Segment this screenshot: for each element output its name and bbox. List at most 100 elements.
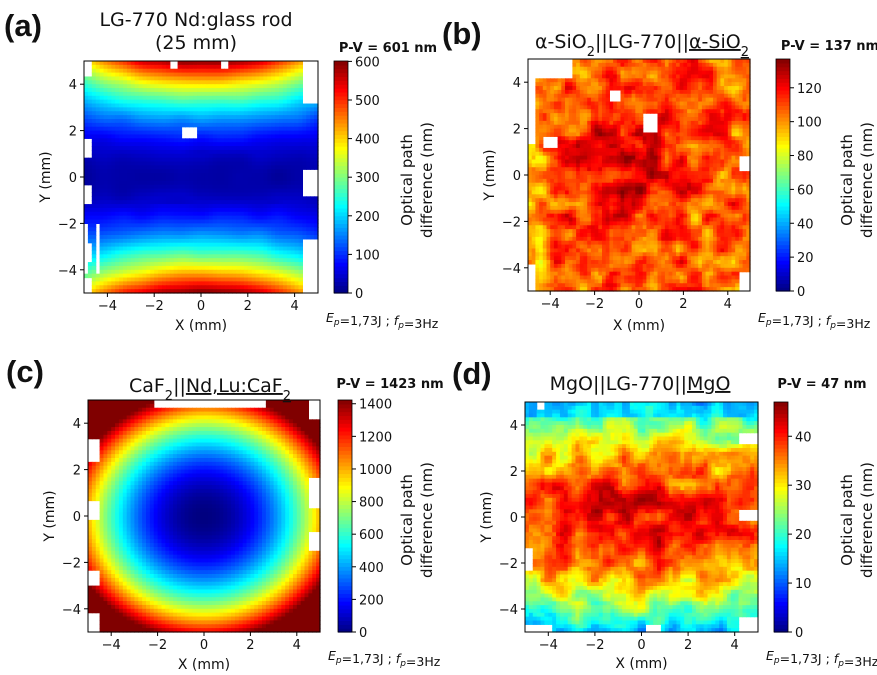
- heatmap-cell: [232, 119, 237, 124]
- heatmap-cell: [576, 70, 581, 76]
- heatmap-cell: [267, 165, 272, 170]
- heatmap-cell: [212, 238, 218, 244]
- heatmap-cell: [286, 242, 292, 248]
- heatmap-cell: [705, 128, 710, 134]
- heatmap-cell: [111, 88, 116, 93]
- heatmap-cell: [177, 153, 183, 159]
- heatmap-cell: [181, 68, 186, 74]
- heatmap-cell: [162, 273, 167, 279]
- heatmap-cell: [177, 122, 183, 128]
- heatmap-cell: [158, 285, 163, 290]
- heatmap-cell: [247, 161, 253, 166]
- heatmap-cell: [310, 149, 315, 155]
- heatmap-cell: [197, 169, 202, 174]
- colorbar-swatch: [334, 180, 348, 186]
- heatmap-cell: [165, 235, 171, 240]
- heatmap-cell: [535, 128, 540, 134]
- heatmap-cell: [553, 155, 559, 161]
- heatmap-cell: [111, 235, 116, 240]
- heatmap-cell: [724, 97, 729, 103]
- heatmap-cell: [130, 142, 136, 147]
- heatmap-cell: [134, 122, 140, 128]
- heatmap-cell: [162, 80, 167, 85]
- heatmap-cell: [201, 134, 206, 139]
- heatmap-cell: [107, 126, 112, 132]
- heatmap-cell: [193, 173, 198, 178]
- heatmap-cell: [263, 161, 268, 166]
- heatmap-cell: [672, 59, 677, 64]
- heatmap-cell: [731, 82, 736, 87]
- heatmap-cell: [605, 109, 610, 114]
- heatmap-cell: [162, 61, 167, 66]
- heatmap-cell: [727, 78, 733, 83]
- heatmap-cell: [220, 122, 225, 128]
- heatmap-cell: [111, 242, 116, 248]
- heatmap-cell: [181, 262, 186, 267]
- heatmap-cell: [590, 151, 596, 157]
- heatmap-cell: [212, 200, 218, 205]
- heatmap-cell: [197, 153, 202, 159]
- heatmap-cell: [694, 59, 699, 64]
- heatmap-cell: [228, 184, 233, 190]
- heatmap-cell: [294, 72, 300, 78]
- heatmap-cell: [119, 188, 124, 194]
- heatmap-cell: [193, 235, 198, 240]
- heatmap-cell: [208, 72, 214, 78]
- heatmap-cell: [134, 223, 140, 228]
- heatmap-cell: [142, 277, 147, 282]
- heatmap-cell: [642, 66, 647, 72]
- heatmap-cell: [290, 61, 296, 66]
- heatmap-cell: [553, 105, 559, 110]
- heatmap-cell: [165, 196, 171, 201]
- heatmap-cell: [208, 223, 214, 228]
- heatmap-cell: [162, 142, 167, 147]
- heatmap-cell: [539, 82, 544, 87]
- heatmap-cell: [107, 142, 112, 147]
- heatmap-cell: [107, 99, 112, 105]
- heatmap-cell: [642, 82, 647, 87]
- heatmap-cell: [193, 177, 198, 182]
- heatmap-cell: [138, 200, 144, 205]
- heatmap-cell: [583, 151, 588, 157]
- heatmap-cell: [694, 101, 699, 106]
- heatmap-cell: [87, 219, 93, 224]
- heatmap-cell: [119, 126, 124, 132]
- heatmap-cell: [99, 231, 105, 236]
- heatmap-cell: [197, 61, 202, 66]
- heatmap-cell: [713, 89, 718, 95]
- heatmap-cell: [212, 180, 218, 186]
- heatmap-cell: [738, 82, 744, 87]
- heatmap-cell: [212, 119, 218, 124]
- heatmap-cell: [216, 285, 222, 290]
- heatmap-cell: [243, 161, 249, 166]
- heatmap-cell: [590, 62, 596, 68]
- heatmap-cell: [212, 107, 218, 112]
- heatmap-cell: [189, 161, 194, 166]
- heatmap-cell: [255, 84, 261, 89]
- heatmap-cell: [212, 68, 218, 74]
- heatmap-cell: [683, 113, 688, 118]
- heatmap-cell: [742, 78, 747, 83]
- heatmap-cell: [134, 88, 140, 93]
- heatmap-cell: [123, 122, 128, 128]
- heatmap-cell: [146, 184, 151, 190]
- heatmap-cell: [259, 91, 264, 97]
- heatmap-cell: [271, 207, 276, 213]
- heatmap-cell: [103, 204, 108, 209]
- colorbar-swatch: [334, 76, 348, 81]
- heatmap-cell: [310, 107, 315, 112]
- heatmap-cell: [173, 84, 179, 89]
- heatmap-cell: [271, 192, 276, 197]
- heatmap-cell: [154, 91, 159, 97]
- heatmap-cell: [240, 153, 245, 159]
- heatmap-cell: [193, 196, 198, 201]
- heatmap-cell: [716, 120, 721, 126]
- heatmap-cell: [228, 169, 233, 174]
- heatmap-cell: [228, 227, 233, 232]
- heatmap-cell: [84, 111, 89, 116]
- heatmap-cell: [103, 122, 108, 128]
- heatmap-cell: [727, 113, 733, 118]
- heatmap-cell: [189, 99, 194, 105]
- heatmap-cell: [661, 105, 666, 110]
- heatmap-cell: [197, 119, 202, 124]
